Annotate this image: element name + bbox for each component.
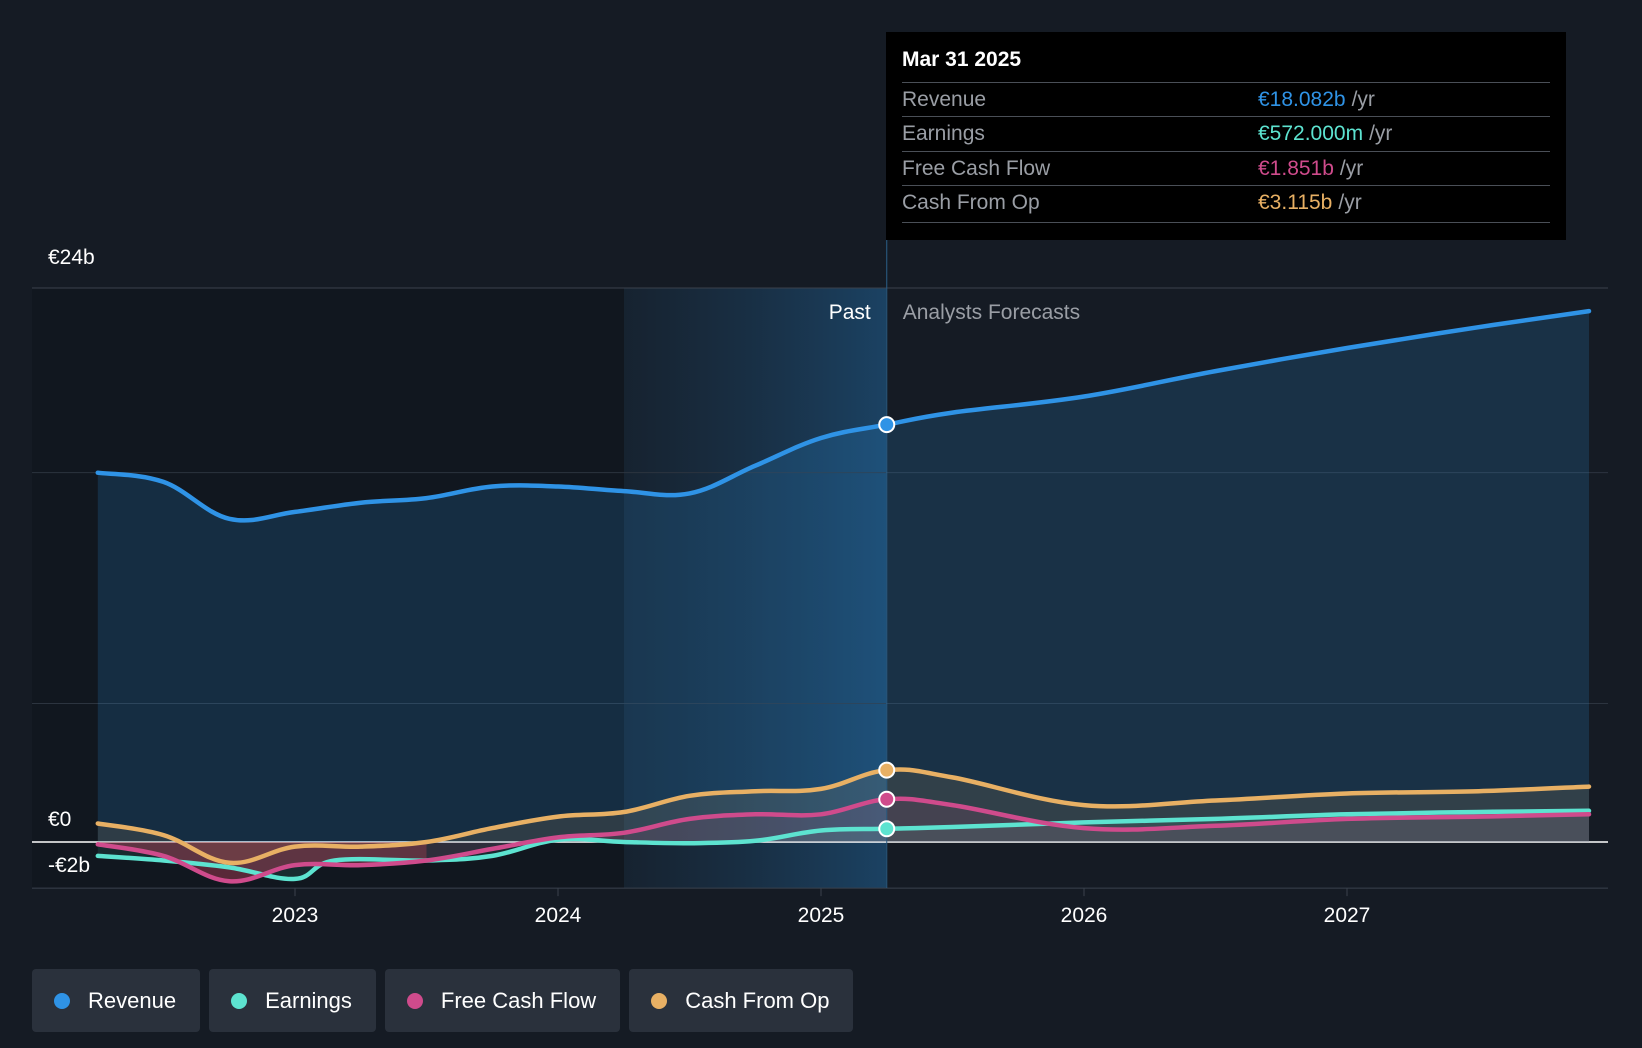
tooltip-row-revenue: Revenue €18.082b/yr bbox=[902, 82, 1550, 117]
y-tick-label: -€2b bbox=[48, 854, 90, 877]
x-tick-label: 2027 bbox=[1324, 904, 1371, 927]
free-cash-flow-marker bbox=[878, 790, 896, 808]
y-tick-label: €24b bbox=[48, 246, 95, 269]
tooltip-unit: /yr bbox=[1369, 122, 1393, 145]
legend-label: Free Cash Flow bbox=[440, 987, 597, 1013]
tooltip-unit: /yr bbox=[1339, 157, 1364, 180]
free-cash-flow-area bbox=[97, 798, 1589, 882]
legend-label: Revenue bbox=[88, 987, 177, 1013]
x-tick-label: 2025 bbox=[798, 904, 845, 927]
tooltip-unit: /yr bbox=[1351, 88, 1375, 111]
cash-from-op-line bbox=[95, 767, 1592, 866]
cash-from-op-area bbox=[97, 769, 1589, 863]
tooltip-value: €1.851b bbox=[1258, 157, 1334, 180]
earnings-marker bbox=[878, 820, 896, 838]
legend-item-cash-from-op[interactable]: Cash From Op bbox=[629, 969, 854, 1032]
cash-from-op-dot-icon bbox=[651, 992, 668, 1009]
legend-item-earnings[interactable]: Earnings bbox=[209, 969, 376, 1032]
tooltip-date: Mar 31 2025 bbox=[902, 48, 1022, 71]
past-shade-dark bbox=[32, 288, 624, 888]
tooltip-value: €572.000m bbox=[1258, 122, 1364, 145]
revenue-area bbox=[97, 311, 1589, 843]
negative-region bbox=[97, 842, 427, 882]
revenue-marker bbox=[878, 416, 896, 434]
series-lines bbox=[95, 308, 1592, 884]
tooltip: Mar 31 2025 Revenue €18.082b/yr Earnings… bbox=[886, 32, 1566, 240]
past-highlight bbox=[624, 288, 886, 888]
x-tick-label: 2024 bbox=[535, 904, 582, 927]
tooltip-value: €3.115b bbox=[1258, 191, 1333, 214]
legend-label: Earnings bbox=[265, 987, 352, 1013]
y-axis-labels: €24b €0 -€2b bbox=[48, 246, 95, 877]
tooltip-row-cash-from-op: Cash From Op €3.115b/yr bbox=[902, 185, 1550, 220]
x-tick-label: 2026 bbox=[1061, 904, 1108, 927]
tooltip-row-earnings: Earnings €572.000m/yr bbox=[902, 116, 1550, 151]
tooltip-value: €18.082b bbox=[1258, 88, 1346, 111]
past-label: Past bbox=[829, 301, 871, 324]
tooltip-label: Cash From Op bbox=[902, 191, 1040, 214]
revenue-dot-icon bbox=[54, 992, 70, 1009]
tooltip-divider bbox=[902, 222, 1550, 223]
tooltip-row-free-cash-flow: Free Cash Flow €1.851b/yr bbox=[902, 151, 1550, 186]
legend-item-revenue[interactable]: Revenue bbox=[32, 969, 201, 1032]
tooltip-markers bbox=[878, 416, 896, 838]
earnings-line bbox=[95, 808, 1592, 882]
tooltip-label: Earnings bbox=[902, 122, 985, 145]
free-cash-flow-line bbox=[95, 796, 1592, 884]
x-tick-label: 2023 bbox=[272, 904, 319, 927]
revenue-line bbox=[95, 308, 1592, 523]
tooltip-label: Revenue bbox=[902, 88, 987, 111]
legend: Revenue Earnings Free Cash Flow Cash Fro… bbox=[32, 969, 854, 1032]
earnings-dot-icon bbox=[231, 992, 248, 1009]
tooltip-unit: /yr bbox=[1338, 191, 1362, 214]
x-axis-labels: 2023 2024 2025 2026 2027 bbox=[272, 888, 1371, 927]
y-tick-label: €0 bbox=[48, 808, 71, 831]
legend-label: Cash From Op bbox=[685, 987, 830, 1013]
free-cash-flow-dot-icon bbox=[406, 992, 423, 1009]
cash-from-op-marker bbox=[878, 761, 896, 779]
tooltip-label: Free Cash Flow bbox=[902, 157, 1051, 180]
legend-item-free-cash-flow[interactable]: Free Cash Flow bbox=[384, 969, 621, 1032]
forecast-label: Analysts Forecasts bbox=[903, 301, 1080, 324]
